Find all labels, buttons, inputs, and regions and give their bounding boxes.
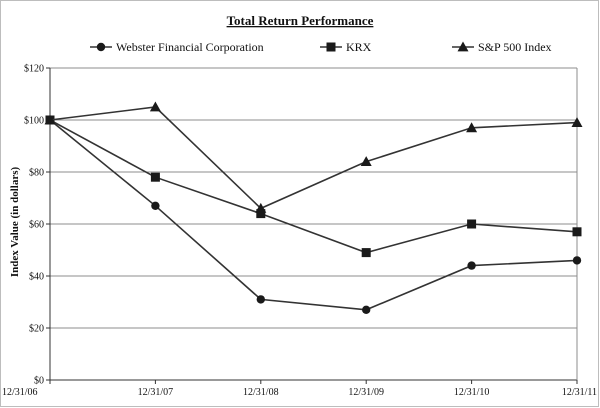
data-point: [361, 248, 371, 258]
series-group: [44, 101, 583, 314]
y-tick-label: $100: [24, 116, 44, 127]
data-point: [149, 101, 161, 112]
data-point: [467, 219, 477, 229]
legend-item: KRX: [320, 40, 372, 54]
x-tick-label: 12/31/06: [2, 387, 38, 398]
data-point: [256, 295, 265, 304]
legend-item: Webster Financial Corporation: [90, 40, 264, 54]
y-tick-label: $120: [24, 64, 44, 75]
gridlines: [50, 67, 577, 329]
series-line: [49, 106, 578, 210]
y-tick-label: $80: [29, 168, 44, 179]
series-triangle: [44, 101, 583, 213]
data-point: [467, 261, 476, 270]
data-point: [150, 172, 160, 182]
legend-marker: [96, 42, 106, 52]
x-axis-ticks: 12/31/06 12/31/07 12/31/08 12/31/09 12/31/10…: [2, 380, 597, 398]
x-tick-label: 12/31/09: [348, 387, 384, 398]
legend-label: Webster Financial Corporation: [116, 40, 264, 54]
data-point: [360, 156, 372, 166]
legend-label: S&P 500 Index: [478, 40, 552, 54]
series-circle: [45, 115, 582, 314]
y-tick-label: $60: [29, 220, 44, 231]
data-point: [572, 256, 582, 265]
y-axis-ticks: $0 $20 $40 $60 $80 $100 $120: [24, 64, 50, 387]
y-tick-label: $20: [29, 324, 44, 335]
series-line: [49, 119, 578, 311]
y-tick-label: $0: [34, 376, 44, 387]
legend-marker: [326, 42, 336, 52]
data-point: [466, 122, 478, 133]
data-point: [362, 305, 371, 314]
legend-label: KRX: [346, 40, 372, 54]
legend: Webster Financial Corporation KRX S&P 500 …: [90, 40, 552, 54]
data-point: [572, 227, 582, 237]
y-tick-label: $40: [29, 272, 44, 283]
series-line: [49, 119, 578, 254]
legend-marker: [457, 41, 469, 52]
data-point: [571, 117, 583, 127]
data-point: [256, 209, 266, 219]
legend-item: S&P 500 Index: [452, 40, 552, 54]
data-point: [151, 201, 160, 210]
chart-title: Total Return Performance: [227, 13, 374, 28]
series-square: [45, 115, 582, 258]
x-tick-label: 12/31/10: [454, 387, 490, 398]
data-point: [44, 114, 56, 125]
x-tick-label: 12/31/11: [562, 387, 597, 398]
x-tick-label: 12/31/07: [138, 387, 174, 398]
x-tick-label: 12/31/08: [243, 387, 279, 398]
y-axis-label: Index Value (in dollars): [9, 167, 21, 278]
data-point: [255, 202, 267, 213]
